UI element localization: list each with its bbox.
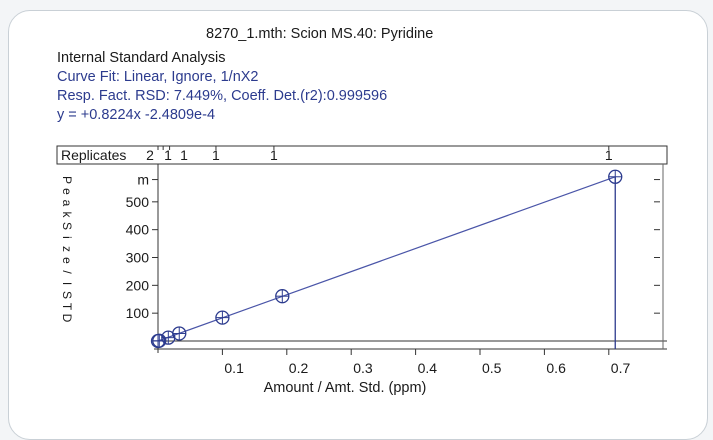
y-axis-label-char: k	[60, 212, 74, 219]
y-tick-label: 500	[126, 194, 150, 210]
replicate-count: 1	[212, 147, 220, 163]
x-axis-label: Amount / Amt. Std. (ppm)	[264, 380, 427, 396]
x-tick-label: 0.1	[224, 360, 244, 376]
analysis-type: Internal Standard Analysis	[57, 50, 226, 66]
x-tick-label: 0.5	[482, 360, 502, 376]
x-tick-label: 0.2	[289, 360, 309, 376]
y-axis-label-char: /	[60, 270, 74, 274]
y-axis-label-char: e	[60, 257, 74, 264]
y-axis-label-char: S	[60, 291, 74, 299]
chart-title: 8270_1.mth: Scion MS.40: Pyridine	[206, 26, 434, 42]
y-tick-label: 300	[126, 250, 150, 266]
y-tick-label: m	[137, 172, 149, 188]
chart-card	[8, 10, 708, 440]
replicate-count: 2	[146, 147, 154, 163]
replicate-count: 1	[164, 147, 172, 163]
y-axis-label-char: i	[60, 236, 74, 239]
fit-line	[157, 176, 616, 342]
replicate-count: 1	[605, 147, 613, 163]
y-axis-label-char: a	[60, 200, 74, 207]
x-tick-label: 0.4	[418, 360, 438, 376]
y-axis-label-char: z	[60, 246, 74, 252]
x-tick-label: 0.3	[353, 360, 373, 376]
y-tick-label: 200	[126, 277, 150, 293]
x-tick-label: 0.7	[611, 360, 631, 376]
x-tick-label: 0.6	[546, 360, 566, 376]
y-axis-label-char: P	[60, 176, 74, 184]
y-tick-label: 400	[126, 222, 150, 238]
y-axis-label-char: T	[60, 303, 74, 311]
y-axis-label-char: I	[60, 282, 74, 285]
replicates-strip	[56, 145, 668, 165]
y-axis-label-char: D	[60, 314, 74, 323]
replicates-label: Replicates	[61, 147, 126, 163]
replicate-count: 1	[180, 147, 188, 163]
y-tick-label: 100	[126, 305, 150, 321]
fit-equation: y = +0.8224x -2.4809e-4	[57, 107, 216, 123]
y-axis-label-char: e	[60, 188, 74, 195]
replicate-count: 1	[270, 147, 278, 163]
resp-fact-info: Resp. Fact. RSD: 7.449%, Coeff. Det.(r2)…	[57, 88, 388, 104]
y-axis-label-char: S	[60, 222, 74, 230]
curve-fit-info: Curve Fit: Linear, Ignore, 1/nX2	[57, 69, 259, 85]
